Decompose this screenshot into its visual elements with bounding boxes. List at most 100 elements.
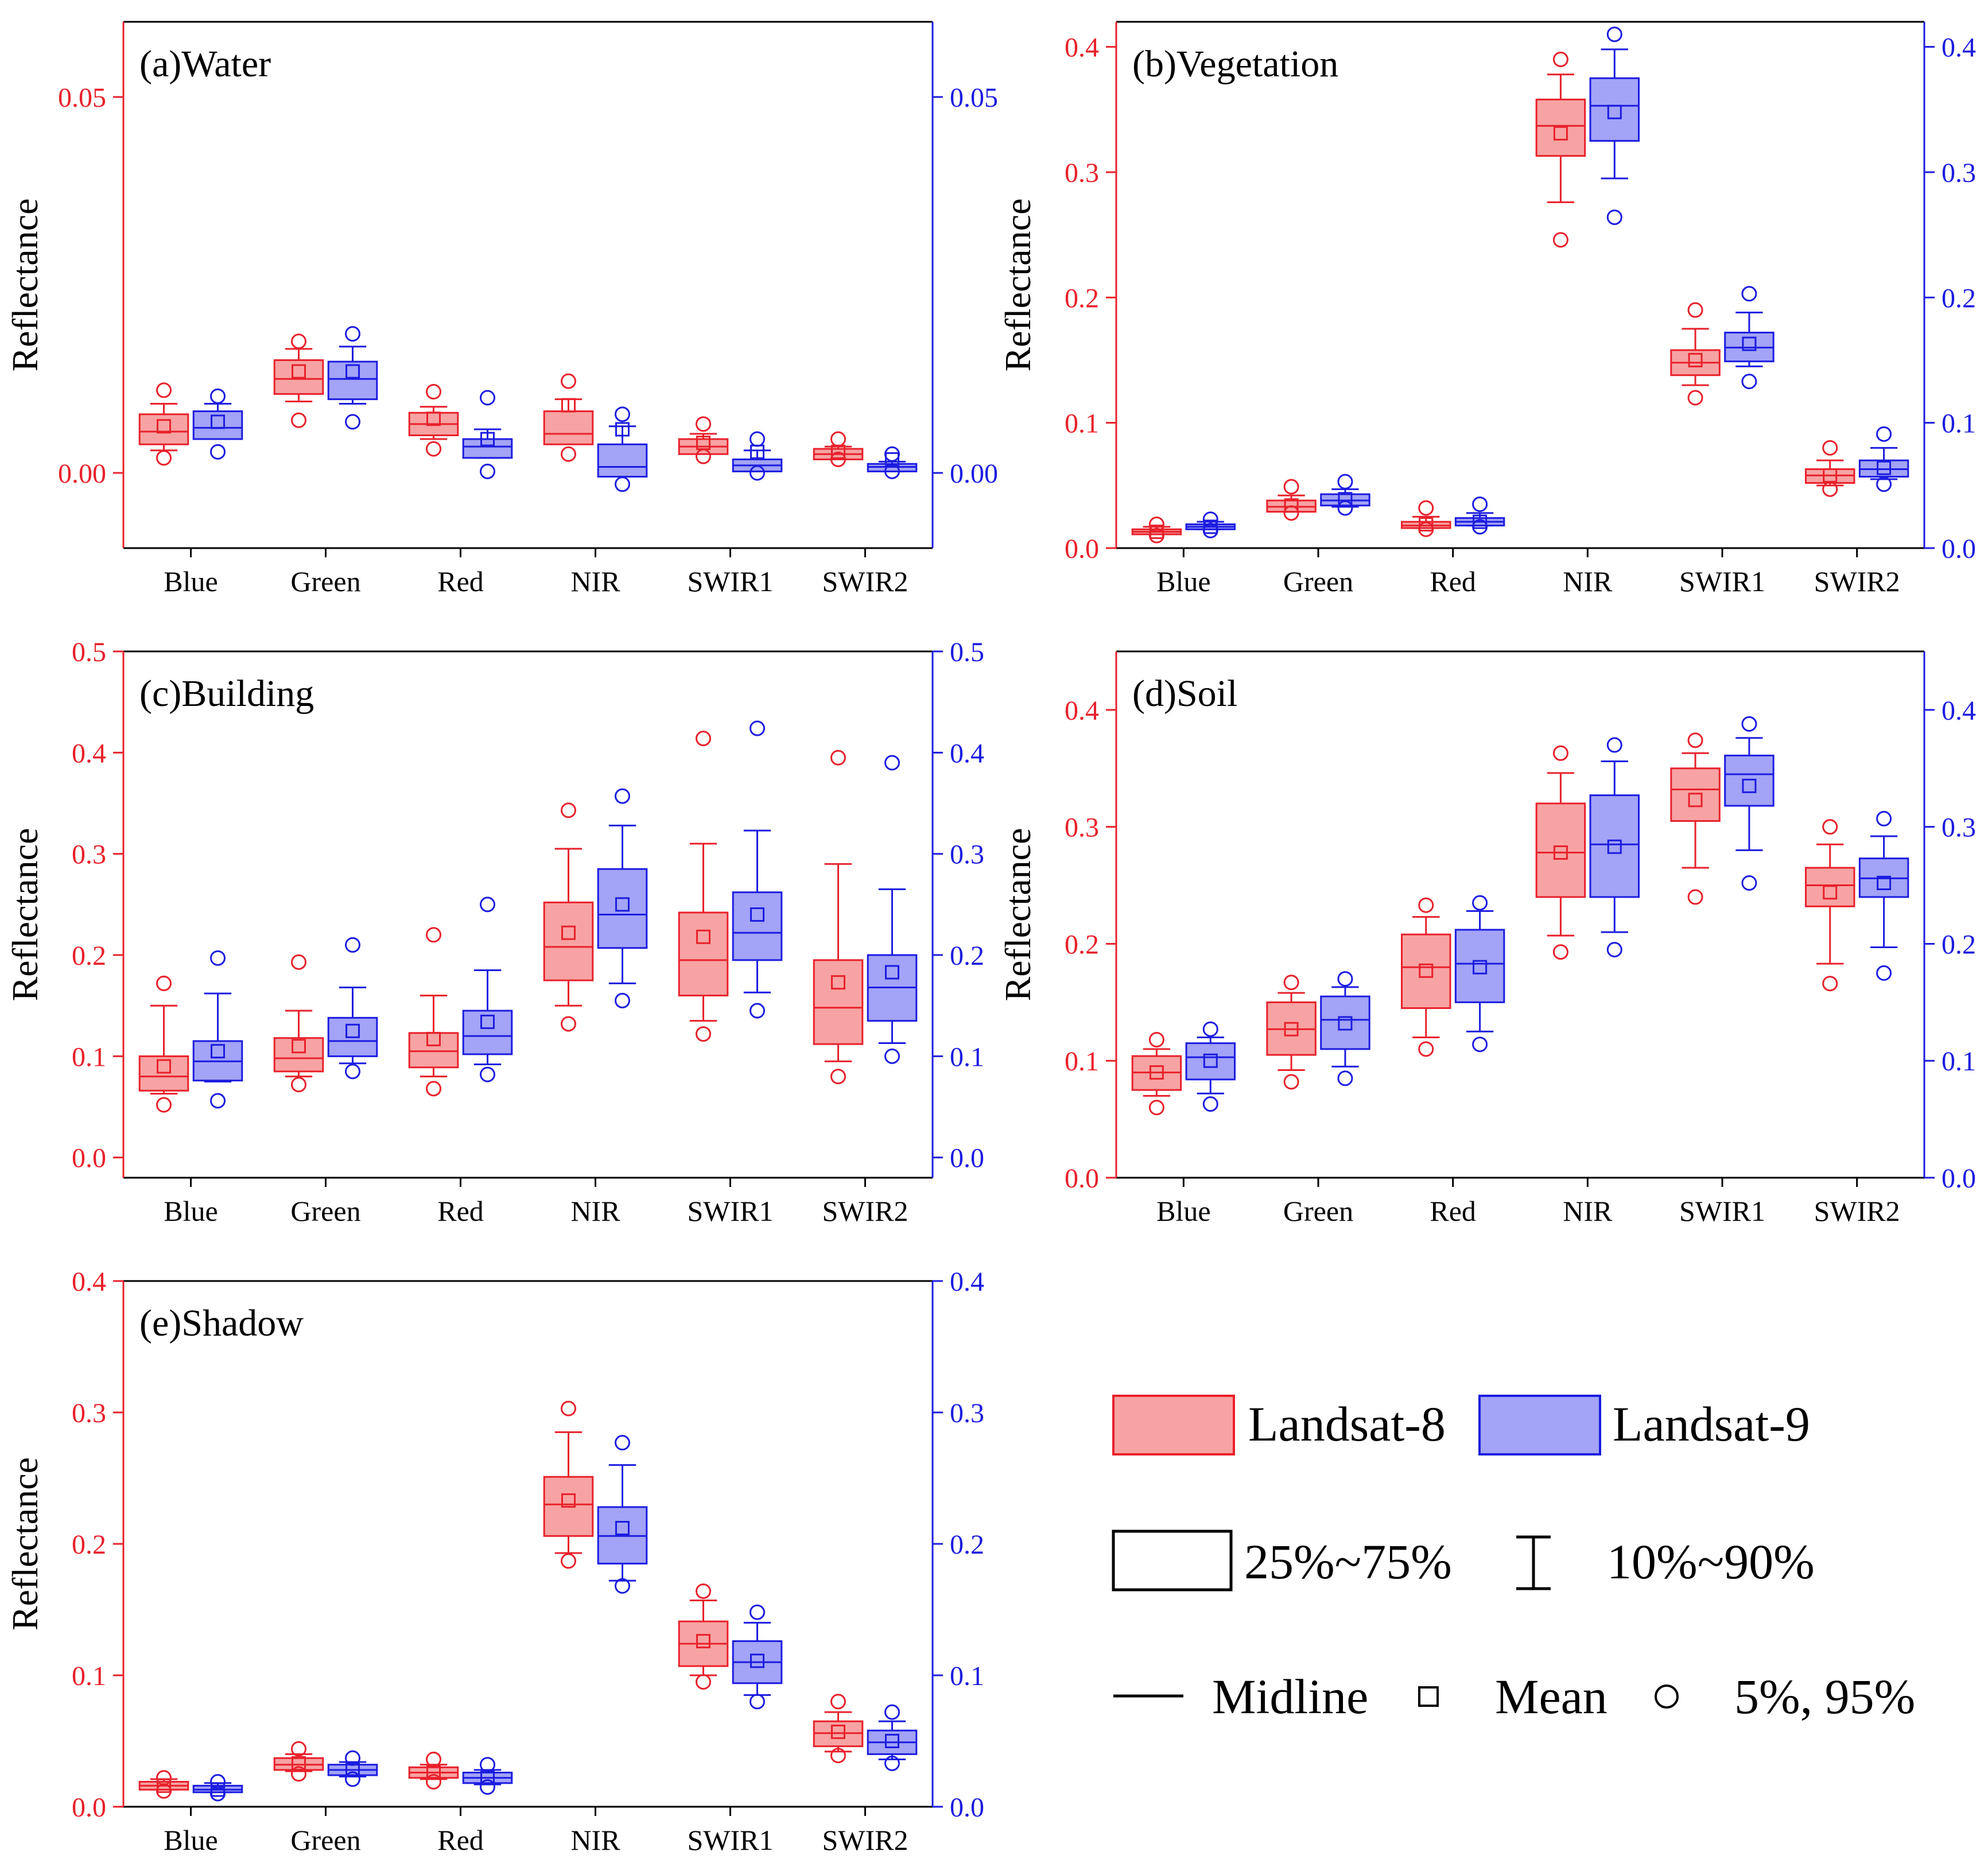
p95-marker <box>561 373 576 389</box>
iqr-box <box>138 1055 189 1092</box>
iqr-box <box>273 1037 324 1073</box>
left-y-tick-label: 0.4 <box>72 738 106 768</box>
p5-marker <box>1876 965 1892 981</box>
mean-marker <box>1688 353 1703 367</box>
mean-marker <box>1553 845 1568 860</box>
chart-panel-5: 0.0 0.0 0.1 0.1 0.2 0.2 0.3 0.3 0.4 0.4 Reflectanc… <box>5 1267 984 1856</box>
right-y-tick-label: 0.5 <box>950 637 984 667</box>
p95-marker <box>1472 496 1488 513</box>
p5-marker <box>1337 500 1353 516</box>
x-tick-label: NIR <box>1563 1195 1613 1227</box>
left-y-tick-label: 0.1 <box>1065 409 1099 439</box>
legend: Landsat-8 Landsat-9 25%~75% 10%~90% Midl… <box>1112 1395 1915 1724</box>
panel-title: (b)Vegetation <box>1132 43 1338 85</box>
p5-marker <box>426 1081 441 1097</box>
box-nir-landsat-8 <box>543 373 594 462</box>
p95-marker <box>1283 975 1299 991</box>
iqr-box <box>1589 77 1640 142</box>
box-nir-landsat-9 <box>1589 737 1640 958</box>
p5-marker <box>210 1093 226 1109</box>
right-y-tick-label: 0.4 <box>1942 696 1976 726</box>
mean-marker <box>211 1044 225 1059</box>
mean-marker <box>1338 1016 1353 1031</box>
p95-marker <box>1283 479 1299 495</box>
whisker-key-icon <box>1516 1535 1551 1590</box>
p5-marker <box>480 1779 495 1795</box>
right-y-tick-label: 0.2 <box>1942 283 1976 313</box>
x-tick-label: SWIR2 <box>822 1195 908 1227</box>
x-tick-label: SWIR2 <box>822 1824 908 1856</box>
p5-marker <box>426 1773 441 1790</box>
box-nir-landsat-9 <box>597 1435 648 1594</box>
p95-marker <box>561 1400 576 1416</box>
p95-marker <box>426 384 441 400</box>
box-green-landsat-8 <box>1266 479 1317 521</box>
p5-marker <box>615 1578 630 1594</box>
box-blue-landsat-8 <box>138 1770 189 1799</box>
left-y-tick-label: 0.0 <box>1065 534 1099 564</box>
x-tick-label: Green <box>1283 565 1353 597</box>
p5-marker <box>830 1748 846 1764</box>
mean-marker <box>1419 963 1434 978</box>
box-green-landsat-9 <box>327 937 378 1080</box>
iqr-box <box>1670 767 1721 822</box>
chart-panel-1: 0.00 0.00 0.05 0.05 Reflectance (a)Water Blue G… <box>5 21 998 597</box>
right-y-tick-label: 0.00 <box>950 459 998 489</box>
right-y-tick-label: 0.3 <box>950 840 984 870</box>
chart-panel-2: 0.0 0.0 0.1 0.1 0.2 0.2 0.3 0.3 0.4 0.4 Reflectanc… <box>997 21 1976 597</box>
panel-title: (c)Building <box>139 673 314 715</box>
box-swir1-landsat-9 <box>1724 286 1775 390</box>
mean-marker <box>157 419 171 434</box>
p95-marker <box>615 1435 630 1451</box>
p95-marker <box>750 431 765 447</box>
box-red-landsat-8 <box>1400 500 1451 537</box>
iqr-box <box>597 868 648 949</box>
box-swir1-landsat-9 <box>732 1604 783 1710</box>
p95-marker <box>1687 302 1703 318</box>
x-tick-label: Blue <box>1156 1195 1210 1227</box>
iqr-box <box>1804 867 1855 907</box>
p5-marker <box>1822 976 1838 992</box>
mean-key-icon <box>1418 1686 1439 1707</box>
x-tick-label: SWIR2 <box>1814 565 1900 597</box>
p5-marker <box>291 1077 306 1093</box>
p95-marker <box>480 1757 495 1773</box>
p95-marker <box>291 333 306 350</box>
box-red-landsat-9 <box>462 1757 513 1795</box>
left-y-tick-label: 0.0 <box>72 1143 106 1174</box>
p5-marker <box>210 1786 226 1802</box>
iqr-box <box>1454 929 1505 1003</box>
box-blue-landsat-9 <box>1185 511 1236 538</box>
mean-marker <box>157 1059 171 1074</box>
box-green-landsat-8 <box>273 954 324 1093</box>
box-swir2-landsat-9 <box>867 755 918 1064</box>
box-green-landsat-9 <box>327 1750 378 1787</box>
mean-marker <box>831 1724 845 1739</box>
p95-marker <box>480 896 495 913</box>
p95-marker <box>830 431 846 447</box>
p5-marker <box>561 1553 576 1569</box>
p95-marker <box>561 802 576 818</box>
x-tick-label: Red <box>437 1824 484 1856</box>
y-axis-title: Reflectance <box>997 828 1038 1002</box>
p5-marker <box>1202 522 1218 538</box>
box-blue-landsat-9 <box>1185 1021 1236 1112</box>
p95-marker <box>1606 737 1622 753</box>
right-y-tick-label: 0.1 <box>1942 1046 1976 1077</box>
landsat9-legend-label: Landsat-9 <box>1613 1396 1810 1451</box>
p5-marker <box>750 465 765 481</box>
p95-marker <box>1418 897 1434 913</box>
right-y-tick-label: 0.2 <box>1942 929 1976 960</box>
box-green-landsat-9 <box>1320 971 1370 1086</box>
chart-panels: 0.00 0.00 0.05 0.05 Reflectance (a)Water Blue G… <box>5 21 1976 1856</box>
p5-marker <box>1418 1041 1434 1057</box>
y-axis-title: Reflectance <box>5 828 45 1002</box>
mean-marker <box>1742 336 1757 351</box>
p95-marker <box>1876 810 1892 826</box>
mean-marker <box>1203 1053 1218 1068</box>
p95-marker <box>1337 473 1353 490</box>
mean-marker <box>1419 517 1434 532</box>
p95-marker <box>291 954 306 970</box>
box-blue-landsat-9 <box>192 388 243 460</box>
y-axis-title: Reflectance <box>5 1457 45 1631</box>
